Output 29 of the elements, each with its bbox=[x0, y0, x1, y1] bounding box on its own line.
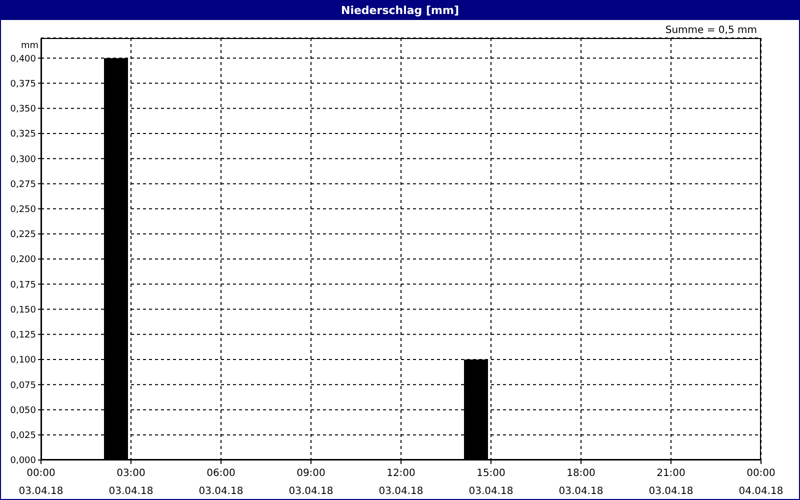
y-tick-label: 0,300 bbox=[10, 154, 36, 165]
y-tick-label: 0,250 bbox=[10, 205, 36, 216]
chart-title: Niederschlag [mm] bbox=[1, 1, 799, 20]
y-tick-label: 0,200 bbox=[10, 255, 36, 266]
y-tick-label: 0,375 bbox=[10, 79, 36, 90]
x-tick-label: 15:00 03.04.18 bbox=[468, 468, 514, 497]
y-axis-title: mm bbox=[21, 41, 39, 51]
y-tick-label: 0,350 bbox=[10, 104, 36, 115]
x-tick-label: 12:00 03.04.18 bbox=[378, 468, 424, 497]
text: Summe = 0,5 mm bbox=[665, 25, 757, 36]
y-tick-label: 0,075 bbox=[10, 380, 36, 391]
y-tick-label: 0,125 bbox=[10, 330, 36, 341]
y-tick-label: 0,150 bbox=[10, 305, 36, 316]
y-tick-label: 0,100 bbox=[10, 356, 36, 366]
y-tick-label: 0,275 bbox=[10, 180, 36, 190]
y-tick-label: 0,225 bbox=[10, 230, 36, 240]
y-tick-label: 0,025 bbox=[10, 431, 36, 442]
y-tick-label: 0,000 bbox=[10, 456, 36, 466]
x-tick-label: 06:00 03.04.18 bbox=[198, 468, 244, 497]
y-tick-label: 0,175 bbox=[10, 280, 36, 290]
y-tick-label: 0,325 bbox=[10, 130, 36, 140]
y-tick-label: 0,050 bbox=[10, 406, 36, 416]
x-tick-label: 00:00 03.04.18 bbox=[18, 468, 64, 497]
x-tick-label: 18:00 03.04.18 bbox=[558, 468, 604, 497]
y-tick-label: 0,400 bbox=[10, 54, 36, 64]
x-tick-label: 09:00 03.04.18 bbox=[288, 468, 334, 497]
x-tick-label: 21:00 03.04.18 bbox=[648, 468, 694, 497]
x-tick-label: 03:00 03.04.18 bbox=[108, 468, 154, 497]
x-tick-label: 00:00 04.04.18 bbox=[738, 468, 784, 497]
